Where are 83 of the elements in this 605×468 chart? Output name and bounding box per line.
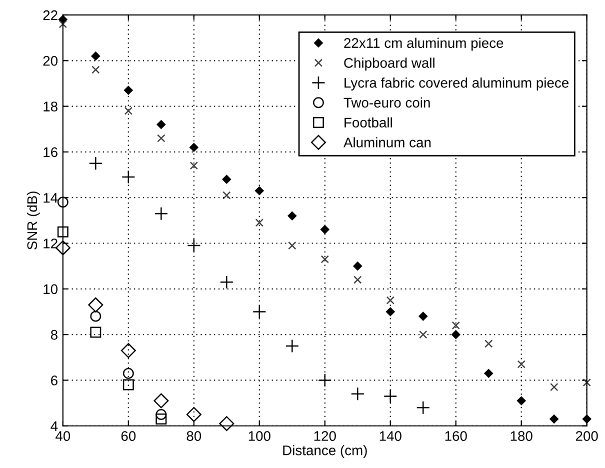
point <box>122 379 134 390</box>
point <box>124 86 133 95</box>
point <box>189 142 198 152</box>
y-tick-label: 14 <box>44 193 58 203</box>
legend-label: Lycra fabric covered aluminum piece <box>344 78 569 90</box>
point <box>57 196 68 208</box>
legend-label: 22x11 cm aluminum piece <box>344 38 504 51</box>
point <box>452 321 460 330</box>
point <box>154 206 168 220</box>
point <box>354 276 362 284</box>
point <box>582 378 591 387</box>
y-tick-label: 12 <box>44 238 58 248</box>
legend-label: Aluminum can <box>343 137 431 148</box>
y-tick-label: 10 <box>44 284 58 294</box>
point <box>550 414 559 424</box>
point <box>252 304 266 319</box>
point <box>484 340 493 348</box>
point <box>58 20 68 28</box>
point <box>516 396 526 406</box>
x-tick-label: 100 <box>248 431 270 441</box>
y-tick-label: 22 <box>43 10 58 20</box>
point <box>320 225 330 234</box>
y-tick-label: 18 <box>44 102 58 112</box>
x-tick-label: 160 <box>445 431 467 441</box>
x-tick-label: 180 <box>510 431 532 441</box>
x-tick-label: 200 <box>576 431 598 441</box>
point <box>88 156 103 170</box>
point <box>484 368 494 378</box>
point <box>416 400 430 414</box>
point <box>285 339 300 353</box>
point <box>220 275 234 289</box>
point <box>156 408 167 420</box>
x-axis-title: Distance (cm) <box>283 445 367 458</box>
point <box>254 186 264 196</box>
point <box>255 218 264 227</box>
point <box>122 170 136 184</box>
point <box>318 373 332 388</box>
legend-label: Football <box>344 117 392 128</box>
point <box>190 162 198 170</box>
legend-label: Two-euro coin <box>344 97 430 108</box>
point <box>222 174 232 184</box>
point <box>419 330 428 339</box>
point <box>384 389 398 404</box>
point <box>350 387 365 401</box>
point <box>120 343 136 358</box>
point <box>418 312 428 321</box>
x-tick-label: 80 <box>186 431 202 441</box>
x-tick-label: 140 <box>380 431 402 441</box>
point <box>157 134 166 142</box>
x-tick-label: 60 <box>121 431 136 441</box>
y-tick-label: 4 <box>50 421 58 431</box>
y-tick-label: 16 <box>44 147 58 158</box>
point <box>550 382 558 392</box>
point <box>186 406 202 422</box>
point <box>122 368 134 379</box>
point <box>187 238 201 252</box>
point <box>90 326 102 338</box>
legend-label: Chipboard wall <box>344 58 434 71</box>
x-tick-label: 40 <box>56 431 70 441</box>
point <box>90 310 102 322</box>
point <box>288 211 297 220</box>
y-tick-label: 20 <box>43 56 58 66</box>
point <box>517 360 526 368</box>
point <box>156 414 167 425</box>
point <box>219 416 234 432</box>
point <box>353 262 362 270</box>
y-tick-label: 8 <box>50 330 58 340</box>
point <box>92 66 100 74</box>
point <box>320 255 329 264</box>
point <box>386 307 395 316</box>
point <box>91 52 100 60</box>
point <box>288 241 296 250</box>
point <box>154 393 169 408</box>
point <box>222 191 231 200</box>
point <box>124 106 133 115</box>
point <box>386 296 394 304</box>
x-tick-label: 120 <box>314 431 336 441</box>
y-tick-label: 6 <box>51 376 58 386</box>
point <box>156 120 166 129</box>
y-axis-title: SNR (dB) <box>26 192 40 250</box>
point <box>451 330 460 339</box>
point <box>88 297 104 312</box>
point <box>57 226 68 238</box>
